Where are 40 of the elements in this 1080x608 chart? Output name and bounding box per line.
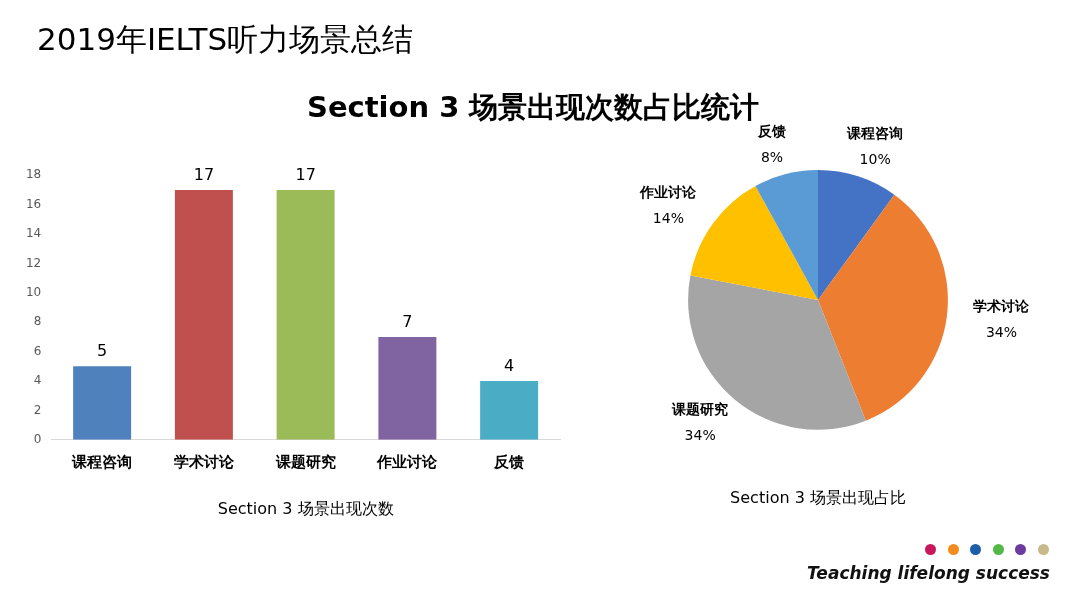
slice-label: 课题研究 <box>671 400 729 417</box>
y-tick-label: 18 <box>25 167 42 182</box>
data-label: 10% <box>859 151 891 168</box>
x-tick-label: 作业讨论 <box>376 452 439 471</box>
y-tick-label: 10 <box>25 284 42 299</box>
text: Section 3 场景出现占比 <box>730 487 906 507</box>
data-label: 8% <box>760 148 784 165</box>
y-tick-label: 6 <box>33 343 42 358</box>
data-label: 17 <box>295 165 316 185</box>
y-tick-label: 4 <box>33 373 42 388</box>
data-label: 4 <box>504 356 515 376</box>
data-label: 34% <box>985 323 1017 340</box>
slice-label: 作业讨论 <box>639 183 698 200</box>
bar <box>480 381 539 440</box>
data-label: 17 <box>193 165 215 185</box>
chart-title: 2019年IELTS听力场景总结 <box>37 20 414 59</box>
y-tick-label: 14 <box>25 226 42 241</box>
y-tick-label: 0 <box>33 431 42 446</box>
bar <box>174 189 233 440</box>
y-tick-label: 8 <box>33 314 42 329</box>
data-label: 14% <box>652 209 684 226</box>
y-tick-label: 2 <box>33 402 42 417</box>
x-tick-label: 课题研究 <box>274 452 336 471</box>
slice-label: 反馈 <box>757 122 787 139</box>
data-label: 34% <box>684 426 716 443</box>
slice-label: 课程咨询 <box>846 125 904 142</box>
bar <box>378 336 437 440</box>
y-tick-label: 16 <box>25 196 42 211</box>
slice-label: 学术讨论 <box>973 297 1031 314</box>
x-tick-label: 反馈 <box>493 452 525 471</box>
y-tick-label: 12 <box>25 255 42 270</box>
bar <box>276 189 335 440</box>
x-tick-label: 学术讨论 <box>173 452 235 471</box>
x-tick-label: 课程咨询 <box>71 452 133 471</box>
data-label: 7 <box>402 312 413 332</box>
x-axis-title: Section 3 场景出现次数 <box>217 498 394 518</box>
chart-subtitle: Section 3 场景出现次数占比统计 <box>307 89 760 124</box>
text: Teaching lifelong success <box>806 563 1050 583</box>
bar <box>73 366 132 440</box>
data-label: 5 <box>97 341 108 361</box>
